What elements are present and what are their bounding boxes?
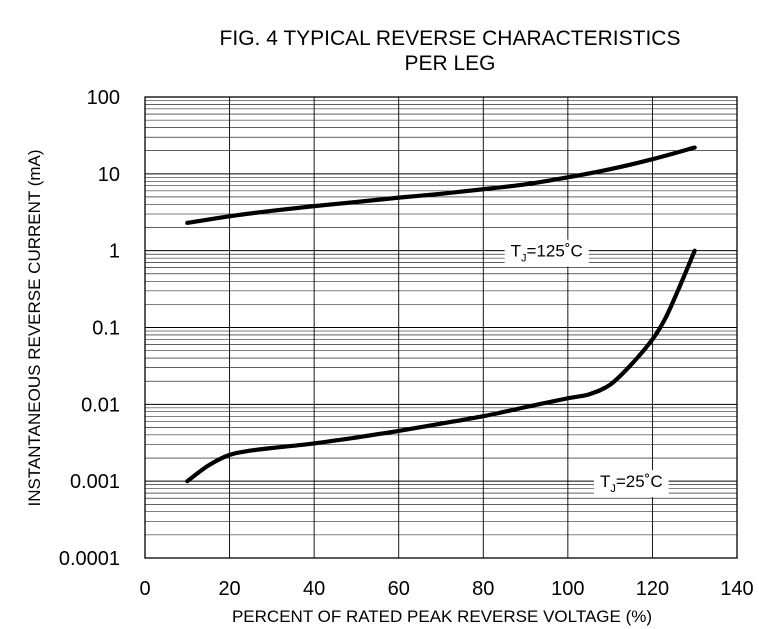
data-series	[185, 145, 697, 484]
annotation-subscript: J	[610, 483, 616, 495]
y-tick-labels: 0.0001 0.001 0.01 0.1 1 10 100	[59, 87, 120, 570]
series-line-2	[185, 248, 697, 484]
annotation-1: TJ=125˚C	[504, 239, 589, 267]
x-tick-label: 0	[139, 578, 150, 600]
annotation-main: T	[600, 472, 610, 491]
annotations: TJ=125˚CTJ=25˚C	[504, 239, 669, 498]
y-axis-label: INSTANTANEOUS REVERSE CURRENT (mA)	[25, 149, 44, 506]
plot-frame	[144, 96, 738, 559]
annotation-main: T	[511, 242, 521, 261]
y-tick-label: 0.001	[70, 471, 120, 493]
annotation-background	[504, 239, 589, 267]
chart-title: FIG. 4 TYPICAL REVERSE CHARACTERISTICS	[220, 27, 681, 50]
annotation-2: TJ=25˚C	[593, 470, 669, 498]
chart-subtitle: PER LEG	[404, 52, 495, 75]
x-tick-label: 40	[303, 578, 325, 600]
x-tick-label: 80	[472, 578, 494, 600]
x-tick-labels: 0 20 40 60 80 100 120 140	[139, 578, 753, 600]
y-tick-label: 100	[87, 87, 120, 109]
x-tick-label: 100	[551, 578, 584, 600]
x-tick-label: 120	[636, 578, 669, 600]
y-tick-label: 1	[109, 241, 120, 263]
x-tick-label: 140	[720, 578, 753, 600]
y-tick-label: 10	[98, 164, 120, 186]
series-line-1	[185, 145, 697, 225]
x-tick-label: 60	[388, 578, 410, 600]
y-tick-label: 0.1	[92, 318, 120, 340]
x-axis-label: PERCENT OF RATED PEAK REVERSE VOLTAGE (%…	[232, 607, 652, 626]
annotation-subscript: J	[521, 253, 527, 265]
annotation-label: TJ=125˚C	[511, 242, 583, 265]
y-tick-label: 0.0001	[59, 548, 120, 570]
y-tick-label: 0.01	[81, 394, 120, 416]
x-tick-label: 20	[218, 578, 240, 600]
annotation-label: TJ=25˚C	[600, 472, 663, 495]
annotation-text: =125˚C	[527, 242, 583, 261]
annotation-background	[593, 470, 669, 498]
annotation-text: =25˚C	[616, 472, 663, 491]
